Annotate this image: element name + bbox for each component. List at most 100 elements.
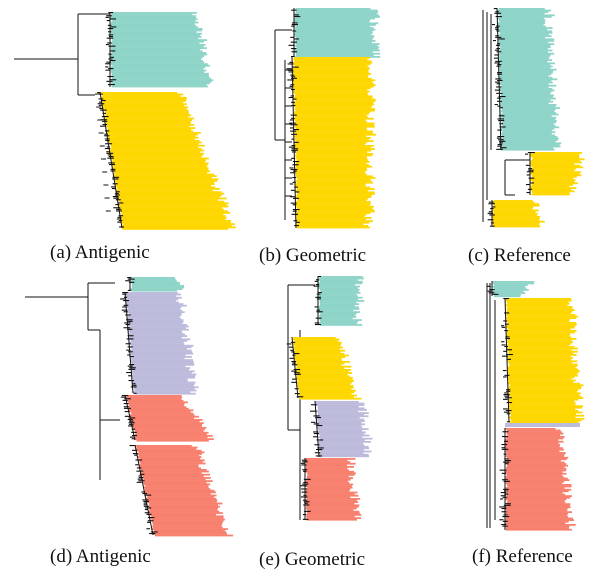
clade-yellow-leaf	[297, 209, 374, 211]
clade-yellow-leaf-branch	[112, 178, 119, 180]
clade-yellow-leaf-branch	[293, 372, 300, 374]
clade-salmon-leaf-branch	[128, 425, 134, 427]
clade-yellow-leaf	[114, 173, 215, 176]
clade-yellow-leaf	[296, 205, 374, 208]
clade-lavender-leaf	[127, 324, 187, 326]
clade-yellow-leaf	[294, 145, 374, 147]
clade-yellow-leaf-branch	[291, 370, 297, 372]
clade-yellow-leaf	[532, 176, 577, 178]
clade-salmon-leaf	[126, 395, 182, 397]
clade-salmon-leaf-branch	[301, 496, 308, 498]
clade-yellow-leaf-branch	[296, 396, 304, 398]
clade-yellow-leaf	[296, 367, 345, 370]
clade-teal-leaf	[499, 83, 549, 85]
clade-yellow-leaf	[294, 135, 367, 138]
clade-yellow-leaf	[102, 95, 181, 97]
clade-teal-leaf	[499, 41, 549, 44]
clade-yellow-leaf	[299, 396, 354, 398]
clade-lavender-leaf	[131, 372, 193, 374]
clade-salmon-leaf	[305, 459, 348, 462]
clade-yellow-leaf	[508, 400, 575, 403]
clade-teal-leaf	[499, 105, 556, 108]
clade-yellow-leaf	[295, 164, 370, 166]
clade-teal-leaf	[502, 131, 556, 133]
clade-yellow-leaf	[299, 391, 355, 394]
clade-yellow-leaf-branch	[503, 320, 508, 322]
clade-teal-leaf	[112, 50, 203, 53]
clade-yellow-leaf-branch	[286, 68, 293, 70]
clade-teal-leaf	[296, 36, 374, 39]
clade-teal-leaf	[111, 82, 210, 85]
clade-lavender-leaf	[131, 354, 186, 357]
clade-teal-leaf	[294, 49, 380, 52]
clade-salmon-leaf	[305, 501, 359, 503]
clade-salmon-leaf-branch	[503, 488, 509, 490]
caption-c: (c) Reference	[468, 245, 571, 266]
clade-lavender-leaf	[131, 365, 186, 368]
clade-teal-leaf-branch	[107, 84, 115, 86]
clade-yellow-leaf	[508, 402, 576, 404]
clade-yellow-leaf	[296, 377, 353, 379]
clade-salmon-leaf	[307, 486, 353, 489]
clade-yellow-leaf-branch	[292, 66, 299, 68]
clade-yellow-leaf-branch	[112, 188, 116, 190]
clade-salmon-leaf	[507, 431, 562, 433]
clade-yellow-leaf	[297, 210, 375, 213]
clade-yellow-leaf	[507, 357, 573, 359]
clade-salmon-leaf	[306, 517, 361, 519]
clade-lavender-leaf	[317, 420, 365, 422]
clade-yellow-leaf-branch	[104, 133, 108, 135]
clade-yellow-leaf	[297, 372, 353, 374]
clade-teal-leaf-branch	[294, 16, 301, 18]
clade-yellow-leaf	[530, 179, 576, 181]
clade-salmon-leaf-branch	[303, 504, 310, 506]
clade-teal-leaf	[319, 301, 357, 304]
clade-teal-leaf-branch	[497, 38, 505, 40]
clade-lavender-leaf	[130, 352, 194, 355]
clade-salmon-2-leaf	[149, 504, 218, 506]
clade-teal-leaf	[294, 41, 372, 44]
clade-yellow-leaf	[122, 224, 232, 227]
clade-salmon-leaf-branch	[301, 464, 307, 466]
clade-teal-leaf	[499, 76, 553, 79]
clade-yellow-leaf	[297, 193, 375, 195]
clade-teal-leaf-branch	[291, 22, 298, 24]
clade-yellow-leaf	[509, 392, 581, 395]
clade-lavender-leaf	[131, 364, 195, 366]
clade-lavender-leaf	[317, 417, 360, 419]
clade-yellow-leaf	[509, 386, 582, 388]
clade-salmon-2-leaf	[137, 459, 205, 462]
clade-salmon-leaf	[506, 511, 572, 513]
clade-yellow-leaf	[508, 398, 579, 401]
clade-salmon-2-leaf	[151, 518, 225, 521]
clade-lavender-leaf	[129, 338, 191, 341]
clade-teal-leaf	[111, 44, 206, 46]
panel-f-tree	[486, 281, 585, 531]
clade-teal-leaf	[111, 18, 198, 21]
clade-yellow-low-leaf	[493, 222, 540, 225]
clade-yellow-leaf	[507, 360, 578, 363]
clade-yellow-leaf	[296, 153, 374, 155]
clade-teal-leaf-branch	[495, 28, 499, 30]
clade-teal-leaf	[500, 86, 549, 89]
clade-teal-leaf-branch	[288, 44, 294, 46]
clade-lavender-leaf	[126, 304, 187, 307]
clade-salmon-leaf-branch	[123, 407, 131, 409]
clade-yellow-leaf	[294, 124, 374, 126]
clade-teal-leaf-branch	[499, 126, 506, 128]
clade-yellow-leaf-branch	[290, 130, 297, 132]
clade-teal-leaf	[130, 288, 183, 290]
clade-yellow-leaf	[506, 331, 575, 334]
clade-yellow-leaf	[299, 394, 357, 397]
clade-yellow-leaf	[509, 354, 577, 356]
clade-teal-leaf-branch	[105, 16, 110, 18]
clade-teal-leaf	[131, 278, 176, 281]
clade-yellow-leaf	[294, 57, 370, 59]
clade-teal-leaf-branch	[291, 25, 295, 27]
clade-lavender-leaf-branch	[314, 452, 321, 454]
clade-salmon-2-leaf	[143, 486, 209, 489]
clade-lavender-leaf	[131, 357, 185, 360]
clade-yellow-low-leaf	[493, 200, 533, 202]
clade-teal-leaf	[111, 26, 199, 29]
clade-lavender-leaf	[319, 455, 370, 458]
